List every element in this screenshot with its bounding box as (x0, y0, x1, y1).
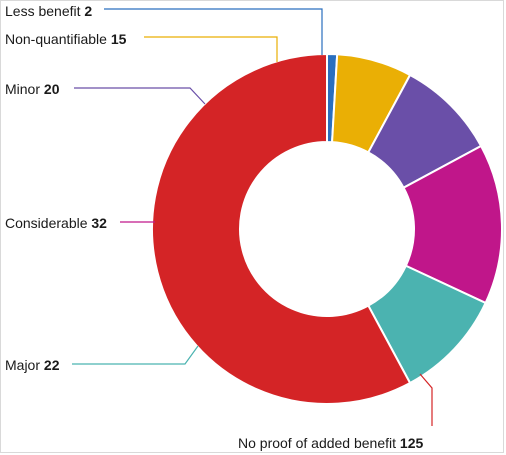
category-label: Non-quantifiable (5, 31, 111, 47)
value-label: 22 (44, 357, 60, 373)
label-less-benefit: Less benefit 2 (5, 3, 92, 19)
label-considerable: Considerable 32 (5, 215, 107, 231)
slice-no-proof-of-added-benefit (151, 52, 412, 405)
leader-line-major (72, 345, 199, 365)
category-label: Considerable (5, 215, 91, 231)
leader-line-non-quantifiable (144, 36, 278, 62)
label-no-proof-of-added-benefit: No proof of added benefit 125 (238, 435, 423, 451)
value-label: 15 (111, 31, 127, 47)
leader-line-no-proof-of-added-benefit (419, 373, 433, 426)
category-label: Minor (5, 81, 44, 97)
value-label: 32 (91, 215, 107, 231)
category-label: Major (5, 357, 44, 373)
leader-line-less-benefit (104, 8, 323, 55)
label-non-quantifiable: Non-quantifiable 15 (5, 31, 127, 47)
leader-line-minor (74, 87, 206, 105)
label-minor: Minor 20 (5, 81, 60, 97)
value-label: 20 (44, 81, 60, 97)
label-major: Major 22 (5, 357, 60, 373)
category-label: Less benefit (5, 3, 84, 19)
category-label: No proof of added benefit (238, 435, 400, 451)
value-label: 125 (400, 435, 424, 451)
value-label: 2 (84, 3, 92, 19)
